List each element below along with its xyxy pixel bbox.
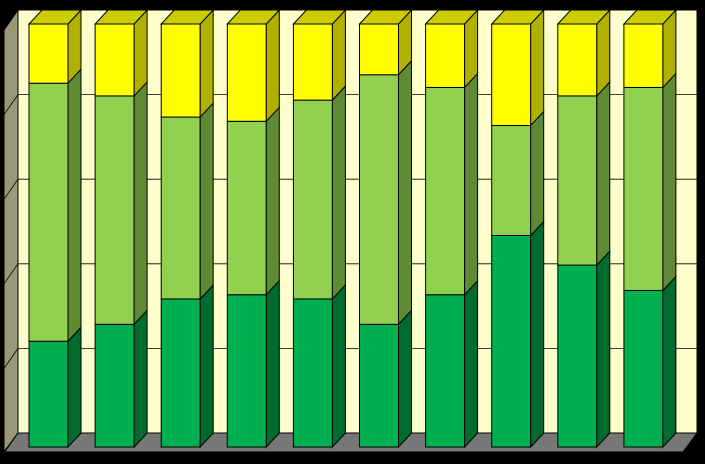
bar-10-segment-1-front (623, 289, 664, 448)
bar-6-segment-3-top (358, 9, 413, 25)
bar-6-segment-1-front (359, 323, 399, 448)
bar-5-segment-2-front (292, 99, 333, 300)
bar-9-segment-2-side (596, 80, 611, 267)
bar-stack-5 (292, 8, 347, 449)
gridline-side-100 (3, 9, 19, 31)
bar-2-segment-2-front (94, 95, 135, 325)
bar-2-segment-3-front (94, 23, 135, 97)
gridline-side-80 (3, 94, 19, 115)
bar-7-segment-2-front (425, 86, 466, 296)
bar-3-segment-2-front (160, 116, 201, 300)
bar-10-segment-3-front (623, 23, 664, 88)
bar-3-segment-3-front (160, 23, 201, 118)
bar-8-segment-3-side (530, 8, 545, 127)
bar-4-segment-2-side (265, 106, 280, 296)
bar-9-segment-1-front (557, 264, 598, 448)
bar-3-segment-3-side (199, 8, 214, 119)
bar-4-segment-1-side (265, 279, 280, 449)
bar-4-segment-3-top (226, 9, 281, 25)
gridline-side-40 (3, 263, 19, 285)
side-wall (3, 8, 19, 454)
bar-2-segment-3-top (93, 9, 149, 25)
bar-stack-1 (27, 8, 83, 449)
bar-stack-3 (160, 8, 215, 449)
bar-5-segment-2-side (331, 84, 346, 301)
bar-2-segment-1-side (133, 309, 148, 449)
bar-8-segment-1-side (530, 220, 545, 449)
bar-stack-7 (424, 8, 479, 449)
bar-stack-6 (358, 8, 413, 449)
bar-1-segment-2-side (67, 67, 82, 343)
bar-8-segment-2-side (530, 110, 545, 237)
bar-1-segment-3-front (28, 23, 69, 84)
bar-stack-8 (490, 8, 545, 449)
bar-9-segment-3-top (556, 9, 611, 25)
bar-7-segment-2-side (464, 72, 479, 296)
bar-5-segment-3-front (292, 23, 333, 101)
bar-8-segment-1-front (491, 235, 532, 448)
bar-8-segment-3-front (491, 23, 532, 127)
bar-4-segment-3-front (226, 23, 267, 122)
bar-9-segment-2-front (557, 95, 598, 266)
bar-9-segment-1-side (596, 249, 611, 449)
bar-2-segment-1-front (94, 323, 135, 448)
bar-1-segment-1-side (67, 325, 82, 449)
bar-5-segment-1-side (331, 283, 346, 449)
bar-3-segment-1-front (160, 298, 201, 448)
bar-1-segment-1-front (28, 340, 69, 448)
bar-1-segment-3-top (27, 9, 83, 25)
bar-3-segment-1-side (199, 283, 214, 449)
bar-7-segment-3-front (425, 23, 466, 88)
bar-stack-2 (93, 8, 149, 449)
bar-8-segment-2-front (491, 125, 532, 236)
bar-9-segment-3-side (596, 8, 611, 98)
bar-7-segment-3-top (424, 9, 479, 25)
gridline-side-20 (3, 348, 19, 369)
bar-7-segment-1-front (425, 294, 466, 448)
bar-7-segment-1-side (464, 279, 479, 449)
bar-5-segment-3-top (292, 9, 347, 25)
bar-5-segment-3-side (331, 8, 346, 102)
bar-4-segment-3-side (265, 8, 280, 123)
bar-8-segment-3-top (490, 9, 545, 25)
bars (27, 8, 678, 449)
bar-10-segment-2-side (662, 72, 677, 292)
bar-1-segment-2-front (28, 82, 69, 342)
bar-stack-10 (622, 8, 678, 449)
bar-3-segment-2-side (199, 101, 214, 301)
bar-2-segment-2-side (133, 80, 148, 326)
bar-2-segment-3-side (133, 8, 148, 98)
bar-6-segment-2-front (359, 74, 399, 325)
gridline-side-0 (3, 432, 19, 454)
gridline-side-60 (3, 178, 19, 200)
bar-9-segment-3-front (557, 23, 598, 97)
bar-10-segment-1-side (662, 275, 677, 449)
bar-10-segment-2-front (623, 86, 664, 291)
bar-stack-9 (556, 8, 611, 449)
bar-6-segment-1-side (398, 309, 412, 449)
bar-4-segment-2-front (226, 120, 267, 296)
bar-6-segment-2-side (398, 59, 412, 326)
bar-10-segment-3-top (622, 9, 678, 25)
bar-stack-4 (226, 8, 281, 449)
bar-4-segment-1-front (226, 294, 267, 448)
bar-5-segment-1-front (292, 298, 333, 448)
bar-3-segment-3-top (160, 9, 215, 25)
bar-6-segment-3-front (359, 23, 399, 76)
